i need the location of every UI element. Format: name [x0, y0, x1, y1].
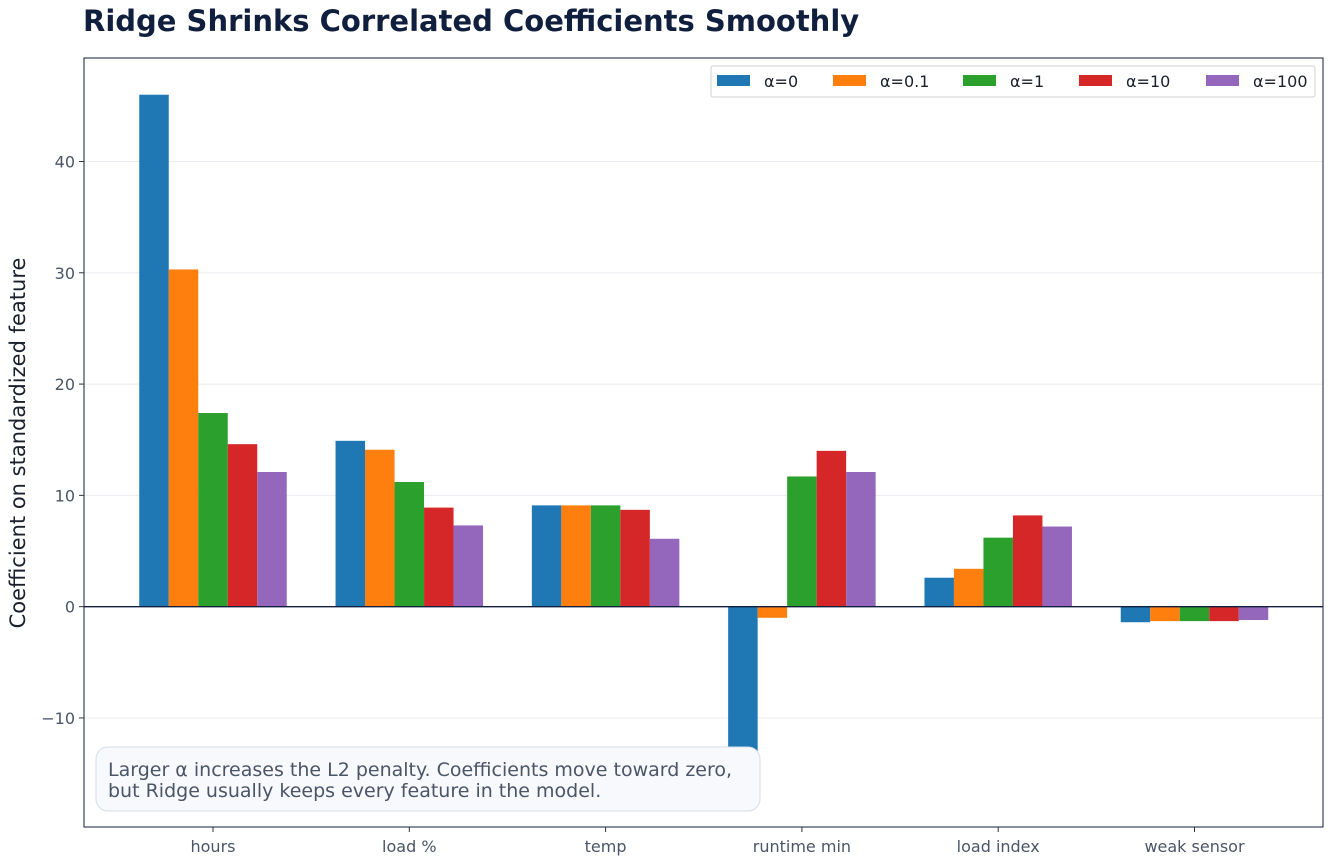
- grid-lines: [84, 160, 1323, 719]
- legend-label: α=0.1: [880, 72, 929, 91]
- bar: [846, 471, 876, 607]
- bar: [649, 538, 680, 607]
- chart-title: Ridge Shrinks Correlated Coefficients Sm…: [83, 4, 860, 38]
- bar: [620, 509, 650, 607]
- bar: [1179, 606, 1210, 622]
- bar: [816, 450, 847, 607]
- bar: [924, 577, 954, 607]
- bar: [453, 525, 484, 607]
- bar: [728, 606, 758, 752]
- x-tick-label: weak sensor: [1144, 837, 1245, 856]
- bar: [531, 505, 562, 607]
- x-tick-label: hours: [191, 837, 236, 856]
- bar: [787, 476, 817, 607]
- annotation-line-2: but Ridge usually keeps every feature in…: [108, 780, 601, 802]
- bar: [257, 471, 287, 607]
- legend: α=0 α=0.1 α=1 α=10 α=100: [710, 65, 1316, 98]
- bar: [953, 568, 984, 607]
- bar: [139, 94, 169, 607]
- legend-background: [710, 65, 1316, 98]
- annotation-background: [95, 746, 761, 812]
- bar: [1042, 526, 1072, 607]
- annotation-box: Larger α increases the L2 penalty. Coeff…: [95, 746, 761, 812]
- legend-swatch: [1206, 75, 1239, 86]
- bar: [227, 444, 258, 607]
- y-axis-ticks: −10 0 10 20 30 40: [41, 152, 84, 728]
- legend-swatch: [833, 75, 866, 86]
- y-tick-label: 20: [55, 375, 75, 394]
- x-tick-label: load index: [957, 837, 1040, 856]
- bar: [1209, 606, 1239, 622]
- x-tick-label: temp: [585, 837, 627, 856]
- bar: [335, 440, 366, 607]
- y-tick-label: −10: [41, 709, 75, 728]
- bar: [561, 505, 591, 607]
- legend-swatch: [717, 75, 750, 86]
- y-tick-label: 30: [55, 264, 75, 283]
- bar: [168, 269, 199, 607]
- annotation-line-1: Larger α increases the L2 penalty. Coeff…: [108, 759, 732, 781]
- y-axis-label: Coefficient on standardized feature: [6, 258, 30, 629]
- bar: [757, 606, 788, 618]
- bar: [424, 507, 454, 607]
- bar: [983, 537, 1013, 607]
- legend-swatch: [1079, 75, 1112, 86]
- bar: [1012, 515, 1043, 607]
- y-tick-label: 40: [55, 152, 75, 171]
- y-tick-label: 10: [55, 486, 75, 505]
- y-tick-label: 0: [65, 598, 75, 617]
- bar: [1150, 606, 1180, 622]
- bar: [394, 482, 425, 607]
- x-axis-ticks: hours load % temp runtime min load index weak…: [191, 827, 1245, 856]
- legend-label: α=0: [764, 72, 798, 91]
- bar: [198, 413, 228, 607]
- plot-frame: [83, 57, 1324, 828]
- bar: [1238, 606, 1269, 621]
- legend-label: α=100: [1253, 72, 1308, 91]
- legend-label: α=1: [1010, 72, 1044, 91]
- bar: [365, 449, 395, 607]
- legend-label: α=10: [1126, 72, 1170, 91]
- bars: [139, 94, 1269, 752]
- x-tick-label: runtime min: [753, 837, 851, 856]
- bar: [590, 505, 621, 607]
- legend-swatch: [963, 75, 996, 86]
- bar: [1120, 606, 1151, 623]
- x-tick-label: load %: [382, 837, 436, 856]
